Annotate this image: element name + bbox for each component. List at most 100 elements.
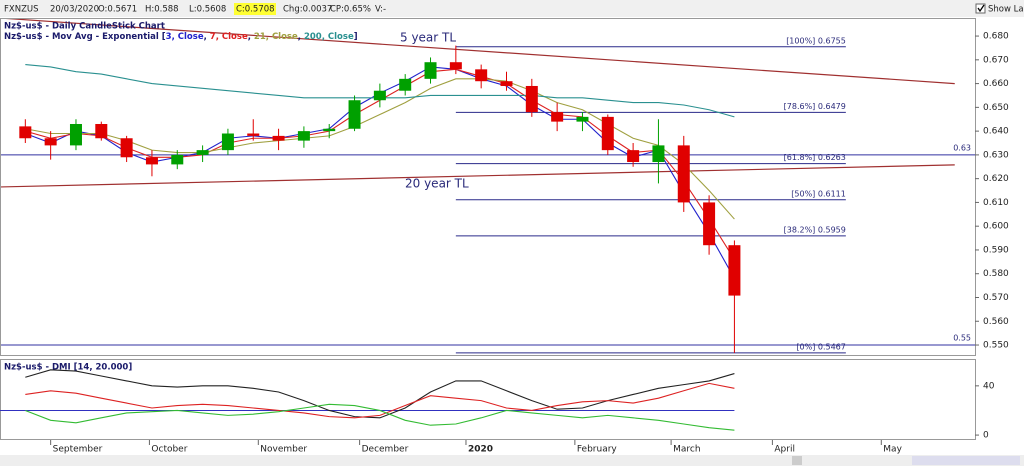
- y-tick-label: 0.550: [983, 341, 1009, 351]
- ma-line: [25, 78, 735, 220]
- change-pct: CP:0.65%: [330, 5, 371, 15]
- close: C:0.5708: [236, 5, 275, 15]
- candle-body: [652, 145, 665, 163]
- legend-part: 7, Close: [210, 32, 248, 42]
- candle-body: [551, 112, 564, 122]
- candle-body: [171, 154, 184, 165]
- high: H:0.588: [145, 5, 179, 15]
- y-tick-label: 0.640: [983, 127, 1009, 137]
- candle-body: [525, 85, 538, 113]
- legend-part: 3, Close: [166, 32, 204, 42]
- x-tick-label: March: [673, 445, 700, 455]
- x-tick-label: April: [774, 445, 795, 455]
- check-mark: [977, 4, 985, 13]
- x-tick-label: October: [151, 445, 187, 455]
- x-tick-label: December: [362, 445, 409, 455]
- legend-part: Nz$-us$ - Mov Avg - Exponential [: [4, 32, 166, 42]
- candle-body: [19, 126, 32, 139]
- candle-body: [627, 150, 640, 163]
- fib-label: [61.8%] 0.6263: [784, 153, 846, 162]
- fib-label: [78.6%] 0.6479: [784, 102, 846, 111]
- candle-body: [323, 128, 336, 132]
- y-tick-label: 0.570: [983, 293, 1009, 303]
- chart-title: Nz$-us$ - Daily CandleStick Chart: [4, 22, 165, 32]
- candle-body: [449, 62, 462, 70]
- candle-body: [120, 138, 133, 158]
- level-label: 0.55: [953, 334, 971, 343]
- change: Chg:0.0037: [283, 5, 332, 15]
- dmi-line: [25, 369, 735, 419]
- candle-body: [272, 135, 285, 141]
- y-tick-label: 40: [983, 381, 995, 391]
- candle-body: [145, 157, 158, 165]
- fib-label: [100%] 0.6755: [786, 36, 846, 45]
- legend-part: 200, Close: [304, 32, 354, 42]
- candle-body: [728, 245, 741, 296]
- price-plot: [1, 19, 975, 354]
- x-tick-label: May: [883, 445, 902, 455]
- legend-part: 21, Close: [254, 32, 298, 42]
- ma-legend: Nz$-us$ - Mov Avg - Exponential [3, Clos…: [4, 32, 358, 42]
- scroll-thumb[interactable]: [792, 456, 802, 465]
- y-tick-label: 0: [983, 431, 989, 441]
- scrollbar[interactable]: [0, 455, 1024, 466]
- x-tick-label: 2020: [468, 445, 493, 455]
- dmi-line: [25, 403, 735, 431]
- y-tick-label: 0.610: [983, 198, 1009, 208]
- show-last-label[interactable]: Show Last: [988, 5, 1024, 15]
- y-tick-label: 0.560: [983, 317, 1009, 327]
- show-last-checkbox[interactable]: [975, 3, 986, 14]
- trendline: [5, 19, 955, 85]
- candle-body: [601, 116, 614, 151]
- candle-body: [69, 123, 82, 146]
- x-tick-label: November: [260, 445, 307, 455]
- candle-body: [373, 90, 386, 101]
- fib-label: [38.2%] 0.5959: [784, 225, 846, 234]
- fib-label: [0%] 0.5467: [796, 342, 845, 351]
- x-tick-label: February: [577, 445, 618, 455]
- fib-label: [50%] 0.6111: [791, 189, 846, 198]
- candle-body: [424, 62, 437, 79]
- chart-title: Nz$-us$ - DMI [14, 20.000]: [4, 363, 132, 373]
- toolbar-buttons[interactable]: [912, 456, 1020, 465]
- trendline-annotation: 5 year TL: [400, 31, 456, 45]
- y-tick-label: 0.590: [983, 245, 1009, 255]
- x-tick-label: September: [53, 445, 103, 455]
- dmi-panel: [0, 359, 976, 440]
- price-panel: [0, 18, 976, 356]
- low: L:0.5608: [189, 5, 226, 15]
- candle-body: [576, 116, 589, 122]
- legend-part: ]: [354, 32, 358, 42]
- y-tick-label: 0.650: [983, 103, 1009, 113]
- dmi-line: [25, 382, 735, 419]
- y-tick-label: 0.680: [983, 32, 1009, 42]
- legend-part: ,: [204, 32, 210, 42]
- candle-body: [399, 78, 412, 91]
- y-tick-label: 0.620: [983, 174, 1009, 184]
- y-tick-label: 0.670: [983, 55, 1009, 65]
- candle-body: [348, 100, 361, 129]
- candle-body: [703, 202, 716, 246]
- candle-body: [247, 133, 260, 136]
- legend-part: ,: [248, 32, 254, 42]
- candle-body: [44, 138, 57, 146]
- y-tick-label: 0.630: [983, 150, 1009, 160]
- trendline: [1, 164, 955, 188]
- candle-body: [475, 69, 488, 82]
- candle-body: [196, 150, 209, 155]
- y-tick-label: 0.600: [983, 222, 1009, 232]
- y-tick-label: 0.660: [983, 79, 1009, 89]
- open: O:0.5671: [98, 5, 137, 15]
- candle-body: [500, 81, 513, 86]
- candle-body: [677, 145, 690, 203]
- candle-body: [297, 131, 310, 141]
- volume: V:-: [375, 5, 386, 15]
- y-tick-label: 0.580: [983, 269, 1009, 279]
- date: 20/03/2020: [50, 5, 99, 15]
- candle-body: [95, 123, 108, 139]
- symbol: FXNZUS: [4, 5, 39, 15]
- close-highlight: [234, 3, 276, 15]
- legend-part: ,: [298, 32, 304, 42]
